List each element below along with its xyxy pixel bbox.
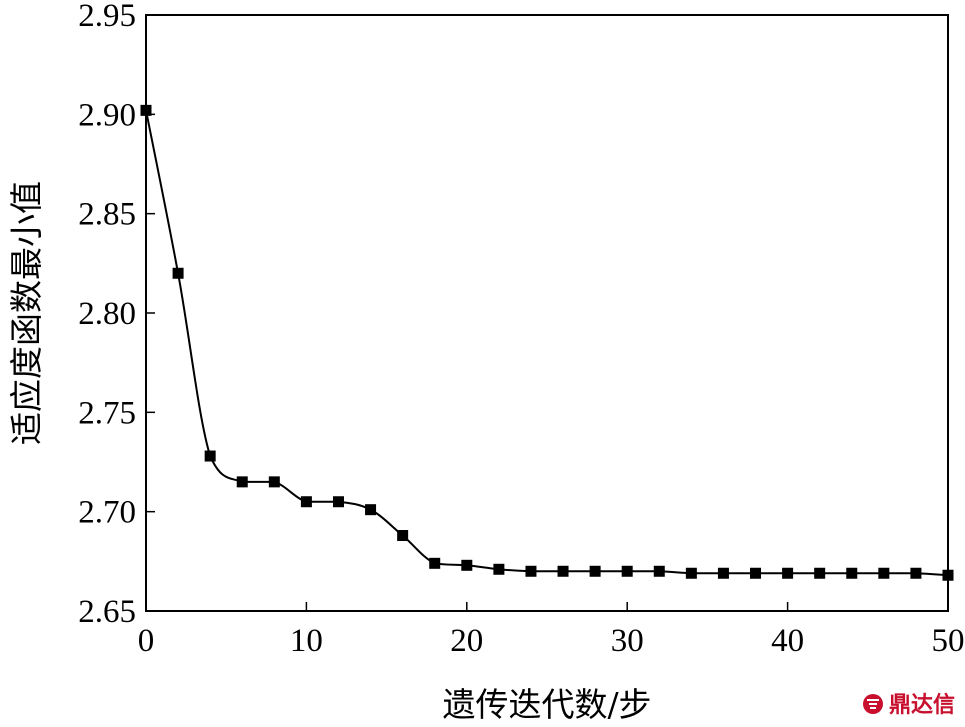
y-tick-label: 2.80 <box>78 296 136 332</box>
x-tick-label: 40 <box>771 623 804 659</box>
x-tick-label: 10 <box>290 623 323 659</box>
y-axis-title: 适应度函数最小值 <box>7 181 46 445</box>
data-point-marker <box>685 567 697 579</box>
data-point-marker <box>621 565 633 577</box>
data-point-marker <box>429 557 441 569</box>
data-point-marker <box>140 104 152 116</box>
data-point-marker <box>525 565 537 577</box>
data-point-marker <box>204 450 216 462</box>
x-tick-label: 50 <box>932 623 965 659</box>
x-tick-label: 0 <box>138 623 155 659</box>
data-point-marker <box>878 567 890 579</box>
data-point-marker <box>653 565 665 577</box>
series-line <box>145 110 949 577</box>
y-tick-label: 2.70 <box>78 495 136 531</box>
x-axis: 0 10 20 30 40 50 <box>138 602 965 659</box>
data-point-marker <box>814 567 826 579</box>
data-point-marker <box>493 563 505 575</box>
data-point-marker <box>782 567 794 579</box>
watermark-logo-mark <box>867 699 879 709</box>
x-tick-label: 20 <box>450 623 483 659</box>
plot-frame <box>145 14 949 612</box>
x-tick-label: 30 <box>611 623 644 659</box>
plot-border <box>145 14 949 612</box>
data-point-marker <box>300 496 312 508</box>
data-point-marker <box>268 476 280 488</box>
data-point-marker <box>910 567 922 579</box>
y-tick-label: 2.95 <box>78 0 136 34</box>
series-layer <box>140 104 954 581</box>
y-tick-label: 2.65 <box>78 594 136 630</box>
y-tick-label: 2.75 <box>78 395 136 431</box>
data-point-marker <box>557 565 569 577</box>
data-point-marker <box>332 496 344 508</box>
data-point-marker <box>942 569 954 581</box>
data-point-marker <box>236 476 248 488</box>
data-point-marker <box>461 559 473 571</box>
data-point-marker <box>172 267 184 279</box>
data-point-marker <box>750 567 762 579</box>
data-point-marker <box>589 565 601 577</box>
watermark: 鼎达信 <box>863 692 955 718</box>
y-tick-label: 2.90 <box>78 97 136 133</box>
data-point-marker <box>365 504 377 516</box>
data-point-marker <box>717 567 729 579</box>
y-axis: 2.65 2.70 2.75 2.80 2.85 2.90 2.95 <box>78 0 155 630</box>
y-tick-label: 2.85 <box>78 197 136 233</box>
watermark-text: 鼎达信 <box>889 692 955 718</box>
data-point-marker <box>846 567 858 579</box>
x-axis-title: 遗传迭代数/步 <box>442 685 651 724</box>
data-point-marker <box>397 530 409 542</box>
